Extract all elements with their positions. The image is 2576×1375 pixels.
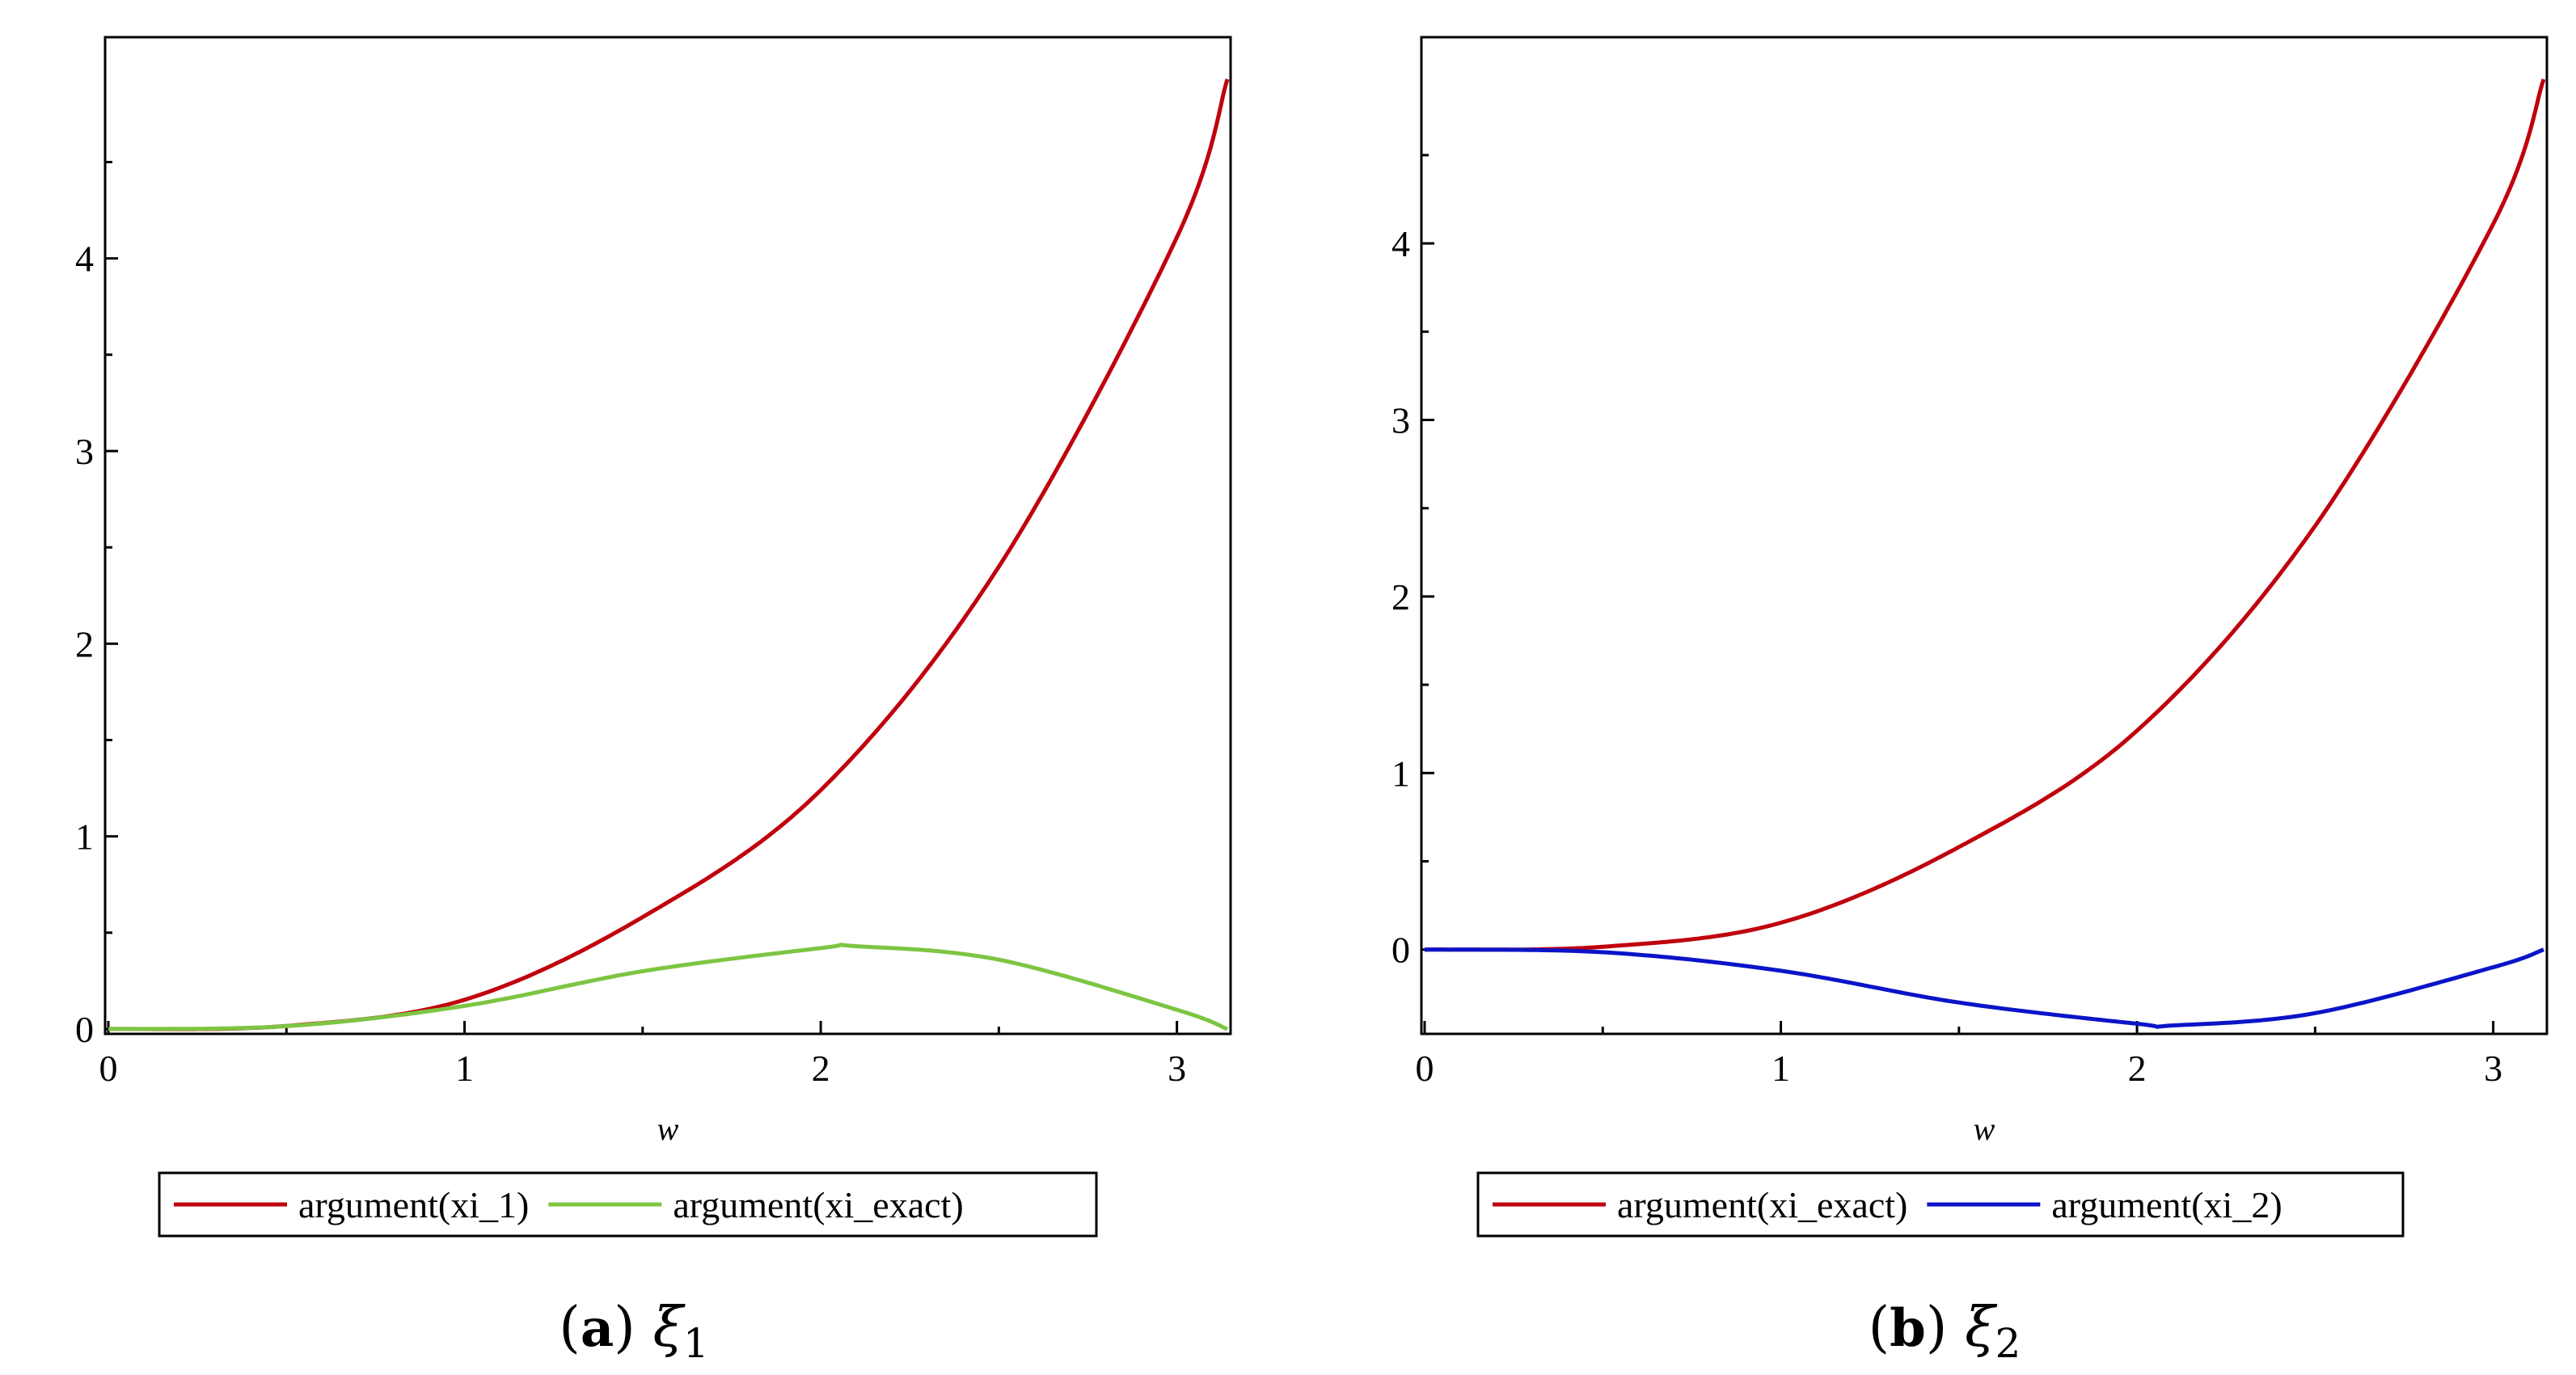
x-tick-label: 2 <box>2128 1048 2147 1089</box>
x-tick-label: 1 <box>455 1048 474 1089</box>
caption-label: a <box>581 1298 614 1359</box>
legend-entry-2: argument(xi_2) <box>2051 1184 2282 1225</box>
y-tick-label: 0 <box>75 1009 94 1050</box>
caption-close-paren: ) <box>1926 1296 1965 1360</box>
x-tick-label: 0 <box>1416 1048 1434 1089</box>
y-tick-label: 1 <box>75 816 94 858</box>
x-tick-label: 3 <box>2484 1048 2502 1089</box>
caption-close-paren: ) <box>614 1296 652 1360</box>
series-line-1 <box>108 78 1230 1031</box>
legend-entry-1: argument(xi_1) <box>298 1184 529 1225</box>
x-axis-label: w <box>657 1111 679 1147</box>
y-tick-label: 1 <box>1391 753 1410 794</box>
caption-subscript: 2 <box>1995 1320 2021 1367</box>
y-tick-label: 4 <box>1391 223 1410 264</box>
x-axis-label: w <box>1974 1111 1995 1147</box>
caption-open-paren: ( <box>559 1296 581 1360</box>
y-tick-label: 2 <box>75 623 94 664</box>
plot-frame <box>1420 36 2549 1035</box>
chart-panel-2: 0 1 2 3 0 1 2 3 4 w argument(xi_exact) argument(xi_… <box>1391 36 2549 1367</box>
subfigure-caption: (a) ξ1 <box>559 1296 708 1367</box>
chart-panel-1: 0 1 2 3 0 1 2 3 4 w argument(xi_1) argument(xi_exac… <box>75 36 1232 1367</box>
series-line-1 <box>1425 78 2546 952</box>
series-line-2 <box>108 943 1229 1031</box>
caption-symbol: ξ <box>652 1296 686 1360</box>
series-line-2 <box>1424 947 2545 1029</box>
caption-label: b <box>1890 1298 1926 1359</box>
x-tick-label: 3 <box>1168 1048 1186 1089</box>
y-tick-label: 2 <box>1391 576 1410 618</box>
y-tick-label: 4 <box>75 238 94 280</box>
plot-frame <box>103 36 1232 1035</box>
y-tick-label: 3 <box>1391 400 1410 441</box>
x-tick-label: 1 <box>1772 1048 1790 1089</box>
y-tick-label: 3 <box>75 431 94 472</box>
legend-entry-1: argument(xi_exact) <box>1617 1184 1907 1225</box>
subfigure-caption: (b) ξ2 <box>1869 1296 2021 1367</box>
legend-entry-2: argument(xi_exact) <box>673 1184 963 1225</box>
caption-symbol: ξ <box>1965 1296 1998 1360</box>
y-tick-label: 0 <box>1391 930 1410 971</box>
x-tick-label: 0 <box>99 1048 118 1089</box>
caption-open-paren: ( <box>1869 1296 1890 1360</box>
caption-subscript: 1 <box>683 1320 709 1367</box>
x-tick-label: 2 <box>812 1048 830 1089</box>
